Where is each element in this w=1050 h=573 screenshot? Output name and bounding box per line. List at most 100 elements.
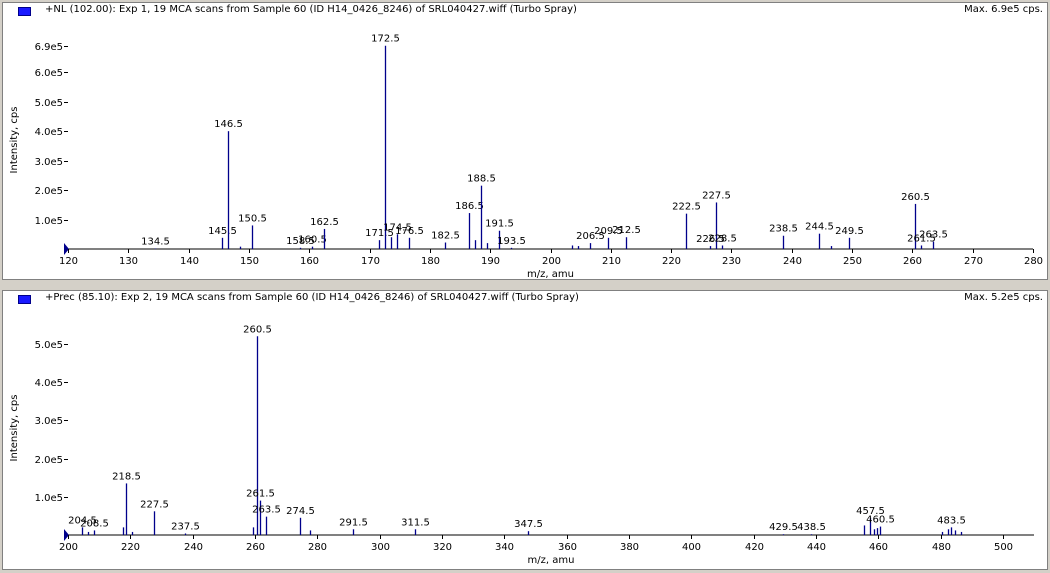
peak-label: 171.5 xyxy=(365,228,394,239)
peak-label: 158.5 xyxy=(286,236,315,247)
y-tick-label: 2.0e5 xyxy=(35,455,63,466)
x-tick-label: 150 xyxy=(240,256,259,267)
peak-label: 176.5 xyxy=(395,226,424,237)
x-tick-label: 260 xyxy=(903,256,922,267)
x-tick-label: 220 xyxy=(121,542,140,553)
x-tick-label: 130 xyxy=(119,256,138,267)
y-tick-label: 4.0e5 xyxy=(35,127,63,138)
x-tick-label: 210 xyxy=(602,256,621,267)
peak-label: 145.5 xyxy=(208,226,237,237)
y-tick-label: 6.9e5 xyxy=(35,42,63,53)
y-tick-label: 5.0e5 xyxy=(35,340,63,351)
peak-label: 182.5 xyxy=(431,231,460,242)
x-tick-label: 360 xyxy=(558,542,577,553)
peak-label: 483.5 xyxy=(937,515,966,526)
spectrum-pane-nl: +NL (102.00): Exp 1, 19 MCA scans from S… xyxy=(2,2,1048,280)
x-tick-label: 260 xyxy=(246,542,265,553)
peak-label: 174.5 xyxy=(383,222,412,233)
x-tick-label: 460 xyxy=(869,542,888,553)
x-tick-label: 230 xyxy=(722,256,741,267)
peak-label: 212.5 xyxy=(612,225,641,236)
y-tick-label: 3.0e5 xyxy=(35,416,63,427)
peak-label: 204.5 xyxy=(68,515,97,526)
baseline-marker-icon xyxy=(64,529,69,541)
peak-label: 193.5 xyxy=(497,236,526,247)
peak-label: 429.5 xyxy=(769,522,798,533)
baseline-marker-icon xyxy=(64,243,69,255)
peak-label: 237.5 xyxy=(171,521,200,532)
spectrum-chart-nl[interactable]: 120 130 140 150 160 170 180 190 200 210 220 230 240 2… xyxy=(3,3,1047,279)
peak-label: 134.5 xyxy=(141,236,170,247)
y-tick-label: 4.0e5 xyxy=(35,378,63,389)
pane-header-title: +Prec (85.10): Exp 2, 19 MCA scans from … xyxy=(45,292,579,303)
x-tick-label: 320 xyxy=(433,542,452,553)
peak-label: 347.5 xyxy=(514,519,543,530)
x-tick-label: 500 xyxy=(994,542,1013,553)
peak-label: 227.5 xyxy=(140,499,169,510)
x-tick-label: 240 xyxy=(184,542,203,553)
x-tick-label: 190 xyxy=(481,256,500,267)
peak-label: 274.5 xyxy=(286,506,315,517)
peak-label: 208.5 xyxy=(80,518,109,529)
y-axis-label: Intensity, cps xyxy=(9,107,20,174)
peak-label: 261.5 xyxy=(246,489,275,500)
peak-label: 146.5 xyxy=(214,119,243,130)
y-tick-label: 5.0e5 xyxy=(35,98,63,109)
peak-label: 244.5 xyxy=(805,222,834,233)
peak-label: 209.5 xyxy=(594,226,623,237)
pane-header-title: +NL (102.00): Exp 1, 19 MCA scans from S… xyxy=(45,4,577,15)
x-tick-label: 250 xyxy=(843,256,862,267)
x-tick-label: 270 xyxy=(964,256,983,267)
pane-max-intensity: Max. 6.9e5 cps. xyxy=(964,4,1043,15)
x-tick-label: 220 xyxy=(662,256,681,267)
peak-label: 263.5 xyxy=(919,230,948,241)
x-tick-label: 200 xyxy=(59,542,78,553)
peak-label: 457.5 xyxy=(856,506,885,517)
peak-label: 191.5 xyxy=(485,219,514,230)
x-tick-label: 280 xyxy=(308,542,327,553)
peak-label: 172.5 xyxy=(371,34,400,45)
x-tick-label: 180 xyxy=(421,256,440,267)
peak-label: 186.5 xyxy=(455,201,484,212)
x-tick-label: 160 xyxy=(300,256,319,267)
peak-label: 218.5 xyxy=(112,471,141,482)
peak-label: 291.5 xyxy=(339,517,368,528)
x-tick-label: 340 xyxy=(495,542,514,553)
spectrum-pane-prec: +Prec (85.10): Exp 2, 19 MCA scans from … xyxy=(2,290,1048,570)
x-tick-label: 240 xyxy=(783,256,802,267)
y-axis-label: Intensity, cps xyxy=(9,395,20,462)
peak-label: 160.5 xyxy=(298,235,327,246)
peak-label: 150.5 xyxy=(238,213,267,224)
x-axis-label: m/z, amu xyxy=(528,555,575,566)
x-tick-label: 380 xyxy=(620,542,639,553)
x-axis-label: m/z, amu xyxy=(527,269,574,279)
x-tick-label: 420 xyxy=(745,542,764,553)
x-tick-label: 400 xyxy=(682,542,701,553)
peak-label: 260.5 xyxy=(243,324,272,335)
x-tick-label: 480 xyxy=(932,542,951,553)
peak-label: 249.5 xyxy=(835,226,864,237)
peak-label: 438.5 xyxy=(797,522,826,533)
peak-label: 260.5 xyxy=(901,192,930,203)
y-tick-label: 1.0e5 xyxy=(35,493,63,504)
peak-label: 263.5 xyxy=(252,505,281,516)
peak-label: 261.5 xyxy=(907,233,936,244)
header-marker-icon[interactable] xyxy=(18,7,31,16)
peak-label: 311.5 xyxy=(401,517,430,528)
x-tick-label: 170 xyxy=(361,256,380,267)
x-tick-label: 140 xyxy=(180,256,199,267)
y-tick-label: 3.0e5 xyxy=(35,157,63,168)
peak-label: 228.5 xyxy=(708,233,737,244)
spectrum-chart-prec[interactable]: 200 220 240 260 280 300 320 340 360 380 400 420 440 4… xyxy=(3,291,1047,569)
pane-max-intensity: Max. 5.2e5 cps. xyxy=(964,292,1043,303)
peak-label: 188.5 xyxy=(467,174,496,185)
x-tick-label: 300 xyxy=(371,542,390,553)
y-tick-label: 1.0e5 xyxy=(35,216,63,227)
peak-label: 460.5 xyxy=(866,515,895,526)
peak-label: 238.5 xyxy=(769,224,798,235)
header-marker-icon[interactable] xyxy=(18,295,31,304)
x-tick-label: 440 xyxy=(807,542,826,553)
peak-label: 227.5 xyxy=(702,190,731,201)
peak-label: 162.5 xyxy=(310,217,339,228)
x-tick-label: 280 xyxy=(1024,256,1043,267)
